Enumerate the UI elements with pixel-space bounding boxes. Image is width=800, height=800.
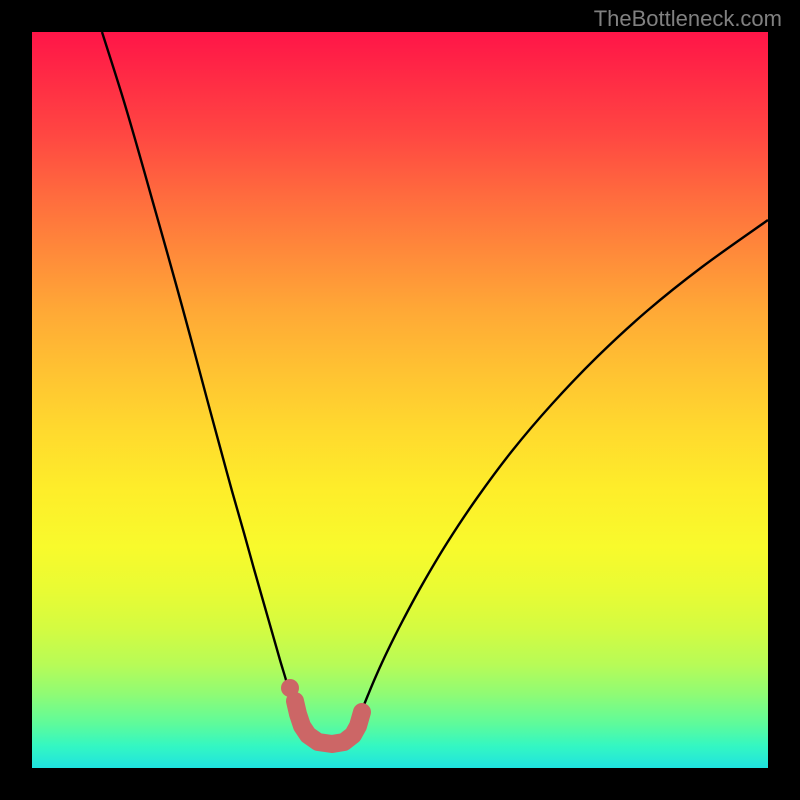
- minimum-marker-stroke: [295, 701, 362, 744]
- bottleneck-curve-left: [102, 32, 299, 731]
- curve-layer: [32, 32, 768, 768]
- bottleneck-curve-right: [355, 220, 768, 731]
- watermark-text: TheBottleneck.com: [594, 6, 782, 32]
- minimum-marker-dot: [281, 679, 299, 697]
- plot-area: [32, 32, 768, 768]
